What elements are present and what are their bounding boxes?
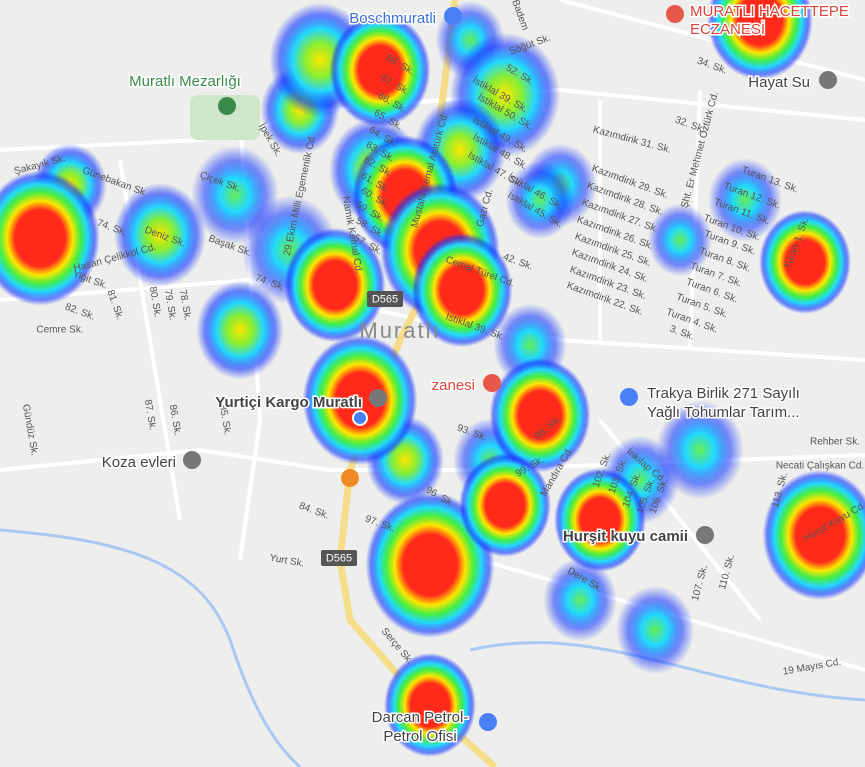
street-label: Rehber Sk. bbox=[810, 437, 860, 448]
road-shield: D565 bbox=[321, 550, 357, 566]
poi-icon[interactable] bbox=[620, 388, 638, 406]
shield-text: D565 bbox=[326, 552, 352, 564]
street-label: 80. Sk. bbox=[147, 286, 163, 319]
poi-label[interactable]: Yurtiçi Kargo Muratlı bbox=[214, 392, 364, 412]
heat-blob bbox=[384, 653, 476, 757]
heat-blob bbox=[302, 335, 418, 465]
poi-icon[interactable] bbox=[218, 97, 236, 115]
heat-blob bbox=[554, 468, 646, 572]
heat-blob bbox=[543, 558, 617, 642]
poi-icon[interactable] bbox=[666, 5, 684, 23]
poi-label[interactable]: Boschmuratli bbox=[348, 8, 438, 28]
street-label: 86. Sk. bbox=[167, 404, 183, 437]
poi-icon[interactable] bbox=[479, 713, 497, 731]
heat-blob bbox=[708, 158, 782, 242]
cemetery bbox=[190, 95, 260, 140]
poi-icon[interactable] bbox=[369, 389, 387, 407]
heat-blob bbox=[505, 161, 575, 239]
shield-text: D565 bbox=[372, 293, 398, 305]
heat-blob bbox=[615, 585, 695, 675]
street-label: 79. Sk. bbox=[162, 289, 178, 322]
street-label: Cemre Sk. bbox=[36, 325, 83, 336]
poi-icon[interactable] bbox=[444, 7, 462, 25]
heat-blob bbox=[459, 453, 551, 557]
heat-blob bbox=[411, 232, 513, 348]
heat-blob bbox=[759, 210, 851, 314]
heat-blob bbox=[284, 227, 386, 343]
poi-label[interactable]: Trakya Birlik 271 Sayılı bbox=[646, 383, 802, 403]
poi-label[interactable]: Hayat Su bbox=[747, 72, 812, 92]
poi-label[interactable]: zanesi bbox=[430, 375, 476, 395]
poi-icon[interactable] bbox=[819, 71, 837, 89]
town-label: Muratlı bbox=[359, 318, 440, 343]
heat-blob bbox=[365, 492, 495, 638]
poi-label[interactable]: ECZANESİ bbox=[689, 18, 767, 39]
heat-blob bbox=[0, 170, 100, 306]
poi-label[interactable]: MURATLI HACETTEPE bbox=[689, 1, 851, 21]
heat-blob bbox=[114, 183, 206, 287]
street-label: Necati Çalışkan Cd. bbox=[776, 461, 864, 472]
poi-label[interactable]: Yağlı Tohumlar Tarım... bbox=[646, 402, 802, 422]
street-label: 85. Sk. bbox=[217, 404, 233, 437]
heat-blob bbox=[707, 0, 813, 80]
location-dot bbox=[352, 410, 368, 426]
street-label: 87. Sk. bbox=[142, 399, 158, 432]
poi-label[interactable]: Hurşit kuyu camii bbox=[561, 526, 689, 546]
poi-icon[interactable] bbox=[483, 374, 501, 392]
poi-label[interactable]: Koza evleri bbox=[100, 452, 177, 472]
road-shield: D565 bbox=[367, 291, 403, 307]
heat-blob bbox=[329, 12, 431, 128]
poi-label[interactable]: Muratlı Mezarlığı bbox=[128, 71, 243, 91]
poi-icon[interactable] bbox=[341, 469, 359, 487]
poi-label[interactable]: Petrol Ofisi bbox=[382, 726, 458, 746]
heat-blob bbox=[489, 357, 591, 473]
heat-blob bbox=[196, 280, 284, 380]
poi-icon[interactable] bbox=[183, 451, 201, 469]
poi-icon[interactable] bbox=[696, 526, 714, 544]
poi-label[interactable]: Darcan Petrol- bbox=[370, 707, 470, 727]
heat-blob bbox=[647, 203, 713, 277]
heat-blob bbox=[762, 470, 865, 600]
street-label: 78. Sk. bbox=[177, 289, 193, 322]
